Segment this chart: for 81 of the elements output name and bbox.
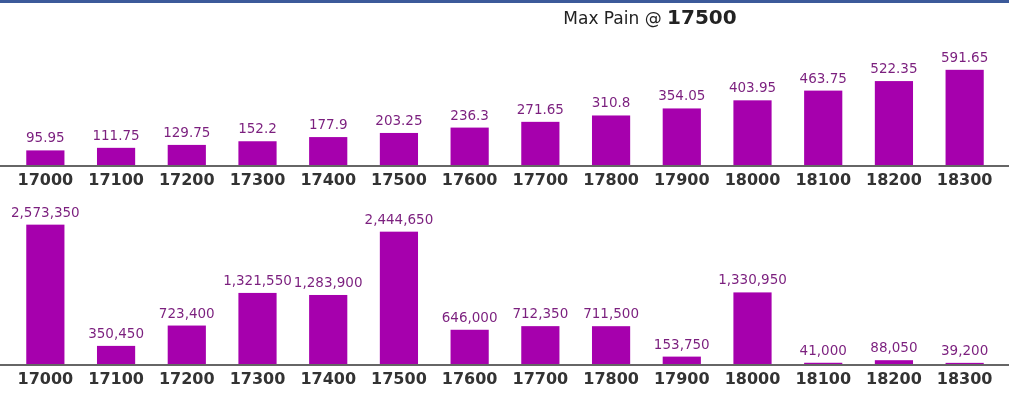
- bar: [309, 294, 348, 365]
- data-label: 236.3: [450, 106, 489, 123]
- x-tick-label: 17200: [158, 369, 215, 389]
- bar: [167, 325, 206, 365]
- x-tick-label: 18300: [936, 369, 993, 389]
- bar: [591, 115, 631, 166]
- data-label: 723,400: [158, 304, 215, 321]
- x-tick-label: 18000: [724, 170, 781, 190]
- data-label: 177.9: [308, 116, 348, 133]
- x-tick-label: 18200: [866, 170, 922, 190]
- bar: [662, 108, 701, 166]
- data-label: 591.65: [941, 48, 989, 65]
- x-tick-label: 17300: [229, 369, 286, 389]
- bar: [96, 345, 136, 365]
- x-tick-label: 17900: [653, 369, 710, 389]
- data-label: 203.25: [375, 111, 423, 128]
- x-tick-label: 17900: [653, 170, 710, 190]
- bar: [238, 292, 277, 365]
- x-tick-label: 17500: [371, 170, 427, 190]
- data-label: 463.75: [799, 69, 847, 86]
- data-label: 95.95: [26, 129, 65, 146]
- x-tick-label: 18200: [866, 369, 922, 389]
- x-tick-label: 18100: [795, 369, 852, 389]
- bar: [309, 137, 348, 166]
- x-tick-label: 17800: [583, 369, 639, 389]
- bar: [450, 127, 489, 166]
- bar: [26, 224, 65, 365]
- data-label: 310.8: [591, 94, 631, 111]
- bar: [874, 81, 914, 166]
- bar: [96, 147, 136, 166]
- data-label: 2,444,650: [364, 210, 434, 227]
- x-tick-label: 17700: [512, 170, 569, 190]
- data-label: 403.95: [728, 79, 777, 96]
- bar: [804, 90, 843, 166]
- data-label: 111.75: [92, 126, 140, 143]
- bar: [945, 69, 984, 166]
- data-label: 646,000: [441, 308, 498, 325]
- bar: [450, 329, 489, 365]
- data-label: 271.65: [516, 100, 564, 117]
- data-label: 350,450: [88, 324, 144, 341]
- x-tick-label: 18000: [724, 369, 781, 389]
- data-label: 1,330,950: [718, 271, 787, 288]
- data-label: 152.2: [238, 120, 277, 137]
- x-tick-label: 17800: [583, 170, 639, 190]
- bar: [167, 144, 206, 166]
- bar: [379, 132, 419, 166]
- data-label: 522.35: [870, 60, 918, 77]
- x-tick-label: 17100: [88, 170, 144, 190]
- x-tick-label: 18100: [795, 170, 852, 190]
- data-label: 2,573,350: [11, 203, 80, 220]
- x-tick-label: 17200: [158, 170, 215, 190]
- x-tick-label: 17300: [229, 170, 286, 190]
- x-tick-label: 17500: [371, 369, 427, 389]
- data-label: 1,321,550: [223, 271, 292, 288]
- x-tick-label: 17100: [88, 369, 144, 389]
- bar: [521, 121, 560, 166]
- bar: [379, 231, 419, 365]
- x-tick-label: 17700: [512, 369, 569, 389]
- x-tick-label: 17400: [300, 170, 357, 190]
- data-label: 354.05: [658, 87, 706, 104]
- data-label: 41,000: [799, 341, 847, 358]
- x-tick-label: 18300: [936, 170, 993, 190]
- data-label: 153,750: [653, 335, 710, 352]
- bar: [26, 150, 65, 166]
- bar: [591, 326, 631, 365]
- bar: [733, 100, 772, 166]
- x-tick-label: 17600: [441, 369, 498, 389]
- data-label: 39,200: [941, 341, 989, 358]
- x-tick-label: 17400: [300, 369, 357, 389]
- data-label: 129.75: [163, 123, 211, 140]
- x-tick-label: 17000: [17, 369, 74, 389]
- x-tick-label: 17000: [17, 170, 74, 190]
- bar: [733, 292, 772, 365]
- data-label: 1,283,900: [293, 273, 363, 290]
- data-label: 712,350: [512, 305, 569, 322]
- x-tick-label: 17600: [441, 170, 498, 190]
- bar: [238, 141, 277, 166]
- data-label: 711,500: [583, 305, 639, 322]
- bar: [521, 326, 560, 365]
- data-label: 88,050: [870, 339, 918, 356]
- chart-title: Max Pain @ 17500: [563, 5, 737, 29]
